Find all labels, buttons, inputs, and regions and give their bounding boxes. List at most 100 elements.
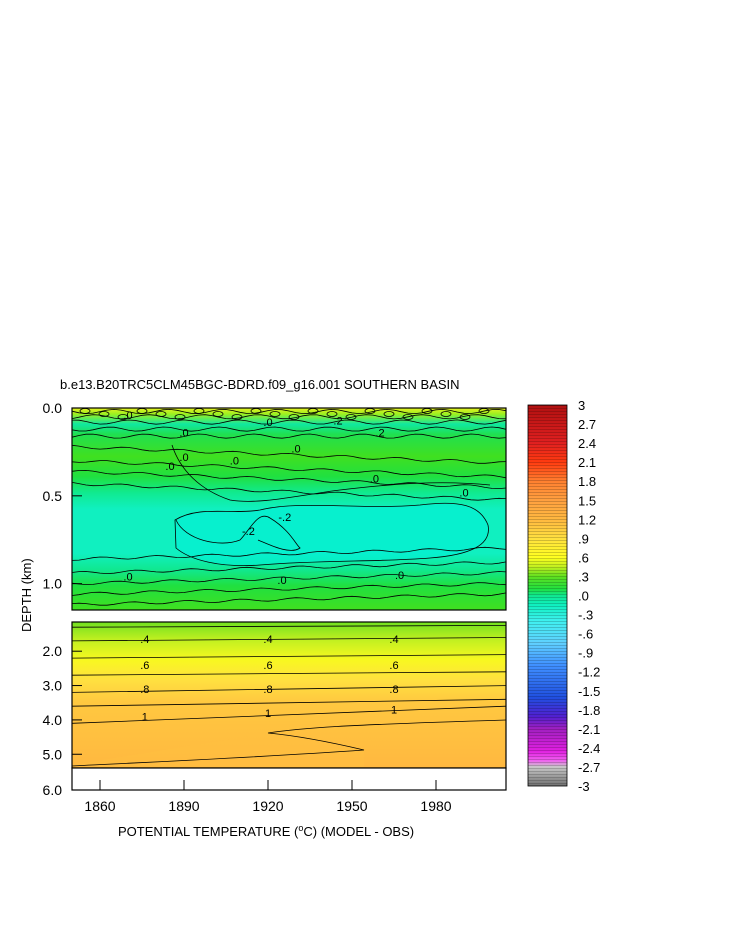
x-axis-label-tail: C) (MODEL - OBS): [303, 824, 414, 839]
x-tick-label: 1950: [336, 798, 367, 814]
upper-isoline: [71, 482, 507, 501]
contour-label: .4: [389, 634, 398, 646]
colorbar-stripes: [528, 405, 567, 786]
surface-eddy: [440, 411, 452, 417]
colorbar-label: 2.4: [578, 436, 596, 451]
y-axis-label: DEPTH (km): [19, 558, 34, 632]
colorbar-label: -2.7: [578, 760, 600, 775]
contour-label: 1: [142, 711, 148, 723]
contour-label: -.2: [278, 512, 291, 524]
surface-eddy: [212, 411, 224, 417]
lower-isoline: [71, 654, 507, 659]
upper-isoline: [71, 592, 507, 606]
lower-contour-lines: [71, 625, 507, 767]
upper-isoline: [171, 444, 491, 502]
colorbar-label: -.3: [578, 608, 593, 623]
surface-eddy: [459, 414, 471, 420]
upper-isoline: [71, 414, 507, 420]
lower-isoline: [71, 637, 507, 642]
y-tick-label: 4.0: [43, 712, 63, 728]
colorbar-label: 1.5: [578, 493, 596, 508]
lower-panel: .4 .4 .4 .6 .6 .6 .8 .8 .8 1 1 1: [71, 621, 507, 769]
x-tick-label: 1920: [252, 798, 283, 814]
surface-eddy: [402, 414, 414, 420]
lower-contour-labels: .4 .4 .4 .6 .6 .6 .8 .8 .8 1 1 1: [140, 634, 398, 723]
upper-isoline: [71, 444, 507, 464]
surface-eddy: [345, 414, 357, 420]
upper-panel-frame: [71, 407, 507, 611]
upper-isoline: [71, 561, 507, 575]
contour-label: .2: [375, 428, 384, 440]
contour-label: 1: [265, 708, 271, 720]
upper-isoline: [71, 460, 507, 479]
colorbar-label: 2.7: [578, 417, 596, 432]
y-axis: 0.0 0.5 1.0 2.0 3.0 4.0 5.0 6.0: [43, 400, 82, 798]
colorbar-label: -3: [578, 779, 590, 794]
contour-label: -.2: [242, 526, 255, 538]
colorbar-label: -1.8: [578, 703, 600, 718]
contour-label: .0: [370, 473, 379, 485]
contour-label: .8: [263, 684, 272, 696]
colorbar-label: -2.1: [578, 722, 600, 737]
colorbar-label: .6: [578, 550, 589, 565]
lower-isoline: [71, 705, 507, 724]
colorbar-labels: 3 2.7 2.4 2.1 1.8 1.5 1.2 .9 .6 .3 .0 -.3 -.6 -.9 -1.2…: [578, 398, 600, 794]
colorbar-label: -.9: [578, 646, 593, 661]
colorbar-label: .3: [578, 569, 589, 584]
colorbar-label: -1.5: [578, 684, 600, 699]
y-tick-label: 3.0: [43, 678, 63, 694]
x-axis-frame: [71, 767, 507, 791]
surface-eddy: [231, 414, 243, 420]
surface-eddy: [117, 414, 129, 420]
contour-label: .0: [179, 452, 188, 464]
upper-isoline: [71, 426, 507, 432]
x-axis-label: POTENTIAL TEMPERATURE (oC) (MODEL - OBS): [118, 823, 414, 839]
contour-label: .4: [140, 634, 149, 646]
upper-isoline: [71, 571, 507, 586]
colorbar-frame: [527, 404, 568, 787]
x-axis-label-sup: o: [298, 823, 303, 833]
contour-label: .6: [140, 660, 149, 672]
upper-isoline: [71, 546, 507, 561]
contour-label: .0: [123, 572, 132, 584]
upper-contour-labels: .0 .0 .2 .2 .0 .0 .0 .0 .0 .0 .0 -.2 -.2 .0 .0 .0: [123, 410, 468, 587]
x-tick-label: 1980: [420, 798, 451, 814]
upper-isoline: [71, 419, 507, 425]
contour-label: .0: [459, 487, 468, 499]
contour-label: .0: [291, 443, 300, 455]
lower-isoline: [71, 671, 507, 676]
x-tick-label: 1890: [168, 798, 199, 814]
colorbar-label: 1.8: [578, 474, 596, 489]
contour-label: .0: [179, 428, 188, 440]
contour-label: .2: [333, 415, 342, 427]
y-tick-label: 5.0: [43, 746, 63, 762]
contour-label: .8: [140, 684, 149, 696]
x-tick-label: 1860: [84, 798, 115, 814]
x-axis: 1860 1890 1920 1950 1980: [84, 780, 452, 814]
y-tick-label: 0.5: [43, 488, 63, 504]
surface-eddy: [155, 411, 167, 417]
lower-warm-tongue: [72, 733, 364, 768]
upper-isoline: [71, 469, 507, 490]
lower-isoline: [71, 698, 507, 707]
contour-label: .0: [263, 417, 272, 429]
y-tick-label: 1.0: [43, 576, 63, 592]
colorbar-label: 1.2: [578, 512, 596, 527]
upper-isoline: [71, 582, 507, 596]
surface-eddy: [288, 414, 300, 420]
surface-eddy: [383, 411, 395, 417]
contour-label: .8: [389, 684, 398, 696]
contour-label: .0: [123, 410, 132, 422]
colorbar-label: -1.2: [578, 665, 600, 680]
surface-eddy: [326, 411, 338, 417]
contour-label: .0: [230, 456, 239, 468]
colorbar-label: 3: [578, 398, 585, 413]
colorbar-label: .0: [578, 589, 589, 604]
y-tick-label: 0.0: [43, 400, 63, 416]
lower-isoline: [71, 685, 507, 693]
colorbar: 3 2.7 2.4 2.1 1.8 1.5 1.2 .9 .6 .3 .0 -.3 -.6 -.9 -1.2…: [527, 398, 600, 794]
colorbar-label: -.6: [578, 627, 593, 642]
contour-label: .0: [395, 570, 404, 582]
lower-isoline: [71, 625, 507, 628]
